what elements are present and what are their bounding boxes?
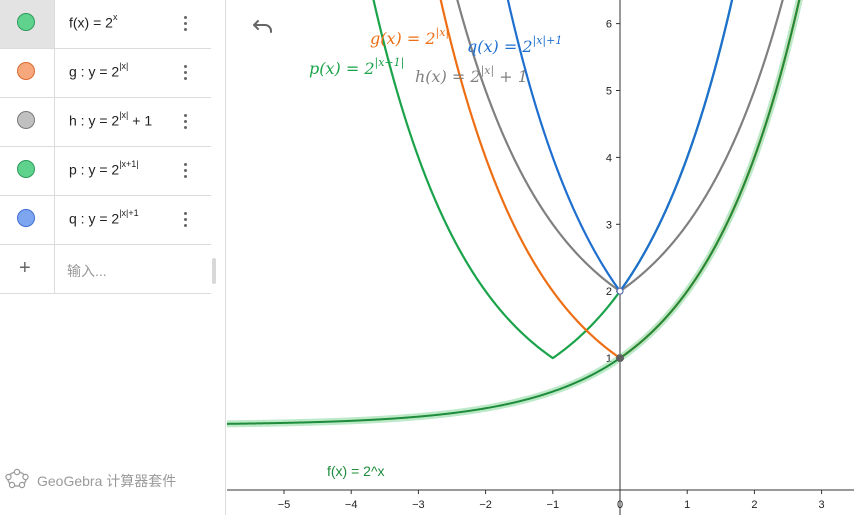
y-tick-label: 4 — [606, 152, 612, 164]
kebab-dot — [184, 65, 187, 68]
expression-p[interactable]: p : y = 2|x+1| — [69, 159, 139, 178]
expression-suffix: + 1 — [128, 112, 153, 129]
algebra-row-h[interactable]: h : y = 2|x| + 1 — [0, 98, 211, 147]
marble-cell[interactable] — [0, 0, 55, 48]
visibility-toggle[interactable] — [17, 209, 35, 227]
expression-base: f(x) = 2 — [69, 14, 113, 31]
input-bar[interactable]: + 输入... — [0, 245, 211, 294]
kebab-dot — [184, 16, 187, 19]
label-f: f(x) = 2^x — [327, 463, 385, 479]
kebab-dot — [184, 77, 187, 80]
kebab-dot — [184, 218, 187, 221]
kebab-dot — [184, 120, 187, 123]
x-tick-label: 1 — [684, 499, 690, 511]
kebab-dot — [184, 212, 187, 215]
kebab-dot — [184, 224, 187, 227]
label-p-base: p(x) = 2 — [309, 59, 375, 78]
y-tick-label: 5 — [606, 86, 612, 98]
kebab-dot — [184, 114, 187, 117]
curve-f[interactable] — [227, 0, 807, 425]
scroll-handle[interactable] — [212, 258, 216, 284]
expression-exponent: |x+1| — [119, 159, 139, 169]
kebab-dot — [184, 169, 187, 172]
label-p-exponent: |x+1| — [375, 56, 405, 70]
visibility-toggle[interactable] — [17, 62, 35, 80]
label-h-base: h(x) = 2 — [415, 67, 481, 86]
x-tick-label: −2 — [479, 499, 492, 511]
expression-g[interactable]: g : y = 2|x| — [69, 61, 129, 80]
algebra-row-f[interactable]: f(x) = 2x — [0, 0, 211, 49]
expression-exponent: |x|+1 — [119, 208, 139, 218]
marble-cell[interactable] — [0, 196, 55, 244]
label-g: g(x) = 2|x| — [370, 26, 449, 48]
label-q: q(x) = 2|x|+1 — [467, 34, 562, 56]
kebab-dot — [184, 163, 187, 166]
x-tick-label: 2 — [751, 499, 757, 511]
graphics-view[interactable]: −5−4−3−2−101231234567 g(x) = 2|x|q(x) = … — [227, 0, 854, 515]
add-cell[interactable]: + — [0, 245, 55, 293]
expression-q[interactable]: q : y = 2|x|+1 — [69, 208, 139, 227]
more-options-icon[interactable] — [180, 13, 192, 33]
expression-f[interactable]: f(x) = 2x — [69, 12, 118, 31]
more-options-icon[interactable] — [180, 62, 192, 82]
label-p: p(x) = 2|x+1| — [309, 56, 404, 78]
expression-h[interactable]: h : y = 2|x| + 1 — [69, 110, 153, 129]
brand-text: GeoGebra 计算器套件 — [37, 473, 177, 489]
label-h: h(x) = 2|x| + 1 — [415, 64, 528, 86]
y-tick-label: 2 — [606, 286, 612, 298]
kebab-dot — [184, 71, 187, 74]
geogebra-logo-icon — [5, 468, 29, 489]
point-0-1[interactable] — [616, 354, 624, 363]
expression-exponent: |x| — [119, 61, 129, 71]
curve-p[interactable] — [365, 0, 740, 360]
visibility-toggle[interactable] — [17, 13, 35, 31]
kebab-dot — [184, 126, 187, 129]
x-tick-label: 3 — [819, 499, 825, 511]
marble-cell[interactable] — [0, 98, 55, 146]
point-0-2[interactable] — [616, 287, 624, 295]
axes: −5−4−3−2−101231234567 — [227, 0, 854, 515]
undo-icon[interactable] — [252, 16, 274, 36]
label-g-exponent: |x| — [436, 26, 450, 40]
x-tick-label: 0 — [617, 499, 623, 511]
plus-icon[interactable]: + — [19, 257, 31, 279]
kebab-dot — [184, 22, 187, 25]
label-g-base: g(x) = 2 — [370, 29, 436, 48]
algebra-row-g[interactable]: g : y = 2|x| — [0, 49, 211, 98]
input-placeholder[interactable]: 输入... — [67, 263, 107, 279]
more-options-icon[interactable] — [180, 111, 192, 131]
expression-base: g : y = 2 — [69, 63, 120, 80]
visibility-toggle[interactable] — [17, 111, 35, 129]
label-q-base: q(x) = 2 — [467, 37, 533, 56]
expression-base: h : y = 2 — [69, 112, 120, 129]
algebra-row-p[interactable]: p : y = 2|x+1| — [0, 147, 211, 196]
algebra-row-q[interactable]: q : y = 2|x|+1 — [0, 196, 211, 245]
kebab-dot — [184, 175, 187, 178]
marble-cell[interactable] — [0, 147, 55, 195]
kebab-dot — [184, 28, 187, 31]
expression-exponent: |x| — [119, 110, 129, 120]
x-tick-label: −3 — [412, 499, 425, 511]
label-q-exponent: |x|+1 — [533, 34, 563, 48]
x-tick-label: −4 — [345, 499, 358, 511]
curves[interactable] — [227, 0, 807, 428]
curve-labels: g(x) = 2|x|q(x) = 2|x|+1p(x) = 2|x+1|h(x… — [309, 26, 562, 479]
x-tick-label: −5 — [278, 499, 291, 511]
y-tick-label: 6 — [606, 19, 612, 31]
x-tick-label: −1 — [547, 499, 560, 511]
label-h-suffix: + 1 — [494, 67, 528, 86]
expression-base: q : y = 2 — [69, 210, 120, 227]
y-tick-label: 3 — [606, 219, 612, 231]
visibility-toggle[interactable] — [17, 160, 35, 178]
expression-base: p : y = 2 — [69, 161, 120, 178]
y-tick-label: 1 — [606, 353, 612, 365]
more-options-icon[interactable] — [180, 160, 192, 180]
expression-exponent: x — [112, 12, 118, 22]
more-options-icon[interactable] — [180, 209, 192, 229]
label-h-exponent: |x| — [481, 64, 495, 78]
marble-cell[interactable] — [0, 49, 55, 97]
